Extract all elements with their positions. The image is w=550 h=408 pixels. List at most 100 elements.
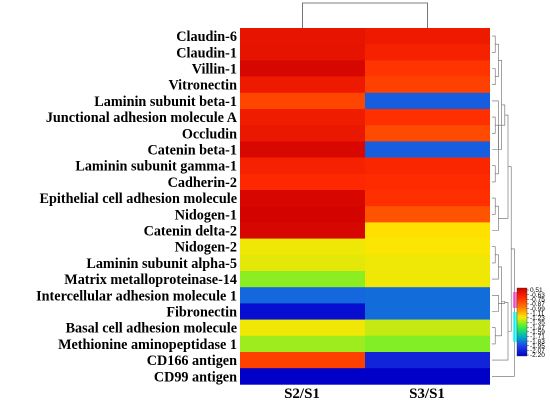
- heatmap-cell-catenin-delta-2-s3-s1: [365, 222, 490, 239]
- row-dendrogram-branch: [492, 35, 496, 53]
- column-labels: S2/S1 S3/S1: [284, 386, 445, 402]
- row-label-basal-cell-adhesion-molecule: Basal cell adhesion molecule: [66, 321, 237, 337]
- row-label-laminin-subunit-beta-1: Laminin subunit beta-1: [94, 94, 237, 110]
- heatmap-cell-nidogen-2-s2-s1: [240, 238, 365, 256]
- heatmap-cell-epithelial-cell-adhesion-molecule-s3-s1: [365, 190, 490, 207]
- row-dendrogram-branch: [492, 68, 496, 85]
- heatmap-cell-villin-1-s2-s1: [240, 60, 365, 77]
- heatmap-cell-junctional-adhesion-molecule-a-s3-s1: [365, 109, 490, 126]
- colorbar-tick-label: -1.11: [530, 310, 545, 317]
- heatmap-cell-vitronectin-s3-s1: [365, 76, 490, 94]
- heatmap-cell-nidogen-1-s3-s1: [365, 206, 490, 223]
- row-label-catenin-beta-1: Catenin beta-1: [148, 143, 237, 159]
- row-label-epithelial-cell-adhesion-molecule: Epithelial cell adhesion molecule: [40, 191, 237, 207]
- row-labels: Claudin-6Claudin-1Villin-1VitronectinLam…: [36, 29, 238, 385]
- colorbar-tick-label: -1.95: [530, 343, 545, 350]
- row-dendrogram-branch: [492, 246, 496, 264]
- heatmap-cell-catenin-beta-1-s3-s1: [365, 141, 490, 158]
- heatmap-cell-matrix-metalloproteinase-14-s2-s1: [240, 271, 365, 288]
- row-dendrogram-branch: [495, 43, 499, 77]
- heatmap-cell-catenin-beta-1-s2-s1: [240, 141, 365, 158]
- row-label-vitronectin: Vitronectin: [168, 78, 237, 94]
- row-dendrogram-branch: [492, 302, 509, 361]
- colorbar-tick-label: -2.07: [530, 348, 545, 355]
- colorbar-tick-label: -1.83: [530, 338, 545, 345]
- heatmap-cells: [240, 28, 490, 385]
- row-dendrogram-branch: [492, 197, 496, 215]
- heatmap-cell-claudin-1-s2-s1: [240, 44, 365, 61]
- heatmap-cell-laminin-subunit-beta-1-s2-s1: [240, 92, 365, 110]
- column-label-s3-s1: S3/S1: [409, 386, 445, 402]
- row-dendrogram-branch: [492, 295, 499, 312]
- heatmap-cell-laminin-subunit-alpha-5-s3-s1: [365, 254, 490, 272]
- colorbar-accent-magenta: [513, 292, 517, 308]
- colorbar-tick-label: -1.47: [530, 324, 545, 331]
- heatmap-cell-cd99-antigen-s2-s1: [240, 368, 365, 385]
- colorbar: 0.51-0.63-0.75-0.87-0.99-1.11-1.23-1.35-…: [513, 287, 545, 359]
- heatmap-cell-laminin-subunit-gamma-1-s3-s1: [365, 157, 490, 175]
- colorbar-tick-label: -1.23: [530, 315, 545, 322]
- heatmap-cell-fibronectin-s2-s1: [240, 303, 365, 320]
- row-dendrogram-branch: [492, 116, 496, 134]
- colorbar-tick-label: 0.51: [530, 287, 543, 294]
- colorbar-tick-label: -0.75: [530, 296, 545, 303]
- heatmap-cell-claudin-6-s3-s1: [365, 28, 490, 45]
- row-label-occludin: Occludin: [182, 126, 237, 142]
- row-label-fibronectin: Fibronectin: [166, 305, 237, 321]
- row-label-cd99-antigen: CD99 antigen: [154, 369, 237, 385]
- row-dendrogram-branch: [492, 165, 496, 183]
- row-label-villin-1: Villin-1: [192, 62, 237, 78]
- row-label-catenin-delta-2: Catenin delta-2: [144, 224, 237, 240]
- row-label-matrix-metalloproteinase-14: Matrix metalloproteinase-14: [64, 272, 237, 288]
- heatmap-cell-junctional-adhesion-molecule-a-s2-s1: [240, 109, 365, 126]
- heatmap-cell-occludin-s3-s1: [365, 125, 490, 142]
- colorbar-tick-label: -1.59: [530, 329, 545, 336]
- heatmap-cell-methionine-aminopeptidase-1-s3-s1: [365, 335, 490, 353]
- row-label-nidogen-2: Nidogen-2: [175, 240, 237, 256]
- row-label-junctional-adhesion-molecule-a: Junctional adhesion molecule A: [46, 110, 238, 126]
- colorbar-tick-label: -1.35: [530, 320, 545, 327]
- row-label-laminin-subunit-gamma-1: Laminin subunit gamma-1: [75, 159, 237, 175]
- heatmap-cell-methionine-aminopeptidase-1-s2-s1: [240, 335, 365, 353]
- heatmap-cell-fibronectin-s3-s1: [365, 303, 490, 320]
- heatmap-cell-villin-1-s3-s1: [365, 60, 490, 77]
- row-label-claudin-6: Claudin-6: [176, 29, 237, 45]
- column-dendrogram-branch: [302, 2, 428, 28]
- row-label-cd166-antigen: CD166 antigen: [147, 353, 237, 369]
- heatmap-cell-nidogen-1-s2-s1: [240, 206, 365, 223]
- colorbar-accent-cyan: [513, 312, 517, 342]
- column-label-s2-s1: S2/S1: [284, 386, 320, 402]
- row-label-claudin-1: Claudin-1: [176, 45, 237, 61]
- heatmap-cell-laminin-subunit-alpha-5-s2-s1: [240, 254, 365, 272]
- heatmap-cell-cd166-antigen-s3-s1: [365, 352, 490, 369]
- row-label-laminin-subunit-alpha-5: Laminin subunit alpha-5: [86, 256, 237, 272]
- colorbar-gradient: [516, 287, 528, 357]
- row-label-nidogen-1: Nidogen-1: [175, 207, 237, 223]
- heatmap-cell-matrix-metalloproteinase-14-s3-s1: [365, 271, 490, 288]
- row-label-methionine-aminopeptidase-1: Methionine aminopeptidase 1: [58, 337, 237, 353]
- heatmap-cell-cd166-antigen-s2-s1: [240, 352, 365, 369]
- row-label-intercellular-adhesion-molecule-1: Intercellular adhesion molecule 1: [36, 288, 237, 304]
- colorbar-tick-label: -2.20: [530, 352, 545, 359]
- heatmap-cell-epithelial-cell-adhesion-molecule-s2-s1: [240, 190, 365, 207]
- colorbar-tick-label: -0.99: [530, 306, 545, 313]
- heatmap-cell-nidogen-2-s3-s1: [365, 238, 490, 256]
- heatmap-cell-intercellular-adhesion-molecule-1-s2-s1: [240, 287, 365, 304]
- heatmap-cell-laminin-subunit-beta-1-s3-s1: [365, 92, 490, 110]
- heatmap-cell-vitronectin-s2-s1: [240, 76, 365, 94]
- heatmap-cell-laminin-subunit-gamma-1-s2-s1: [240, 157, 365, 175]
- heatmap-cell-occludin-s2-s1: [240, 125, 365, 142]
- heatmap-cell-basal-cell-adhesion-molecule-s2-s1: [240, 319, 365, 337]
- heatmap-cell-cadherin-2-s3-s1: [365, 173, 490, 191]
- row-dendrogram-branch: [498, 60, 502, 150]
- heatmap-cell-intercellular-adhesion-molecule-1-s3-s1: [365, 287, 490, 304]
- heatmap-cell-claudin-1-s3-s1: [365, 44, 490, 61]
- row-label-cadherin-2: Cadherin-2: [168, 175, 237, 191]
- colorbar-tick-label: -1.71: [530, 334, 545, 341]
- row-dendrogram-branch: [498, 114, 509, 219]
- heatmap-cell-cd99-antigen-s3-s1: [365, 368, 490, 385]
- colorbar-tick-label: -0.87: [530, 301, 545, 308]
- heatmap-cell-basal-cell-adhesion-molecule-s3-s1: [365, 319, 490, 337]
- row-dendrogram-branch: [492, 327, 496, 345]
